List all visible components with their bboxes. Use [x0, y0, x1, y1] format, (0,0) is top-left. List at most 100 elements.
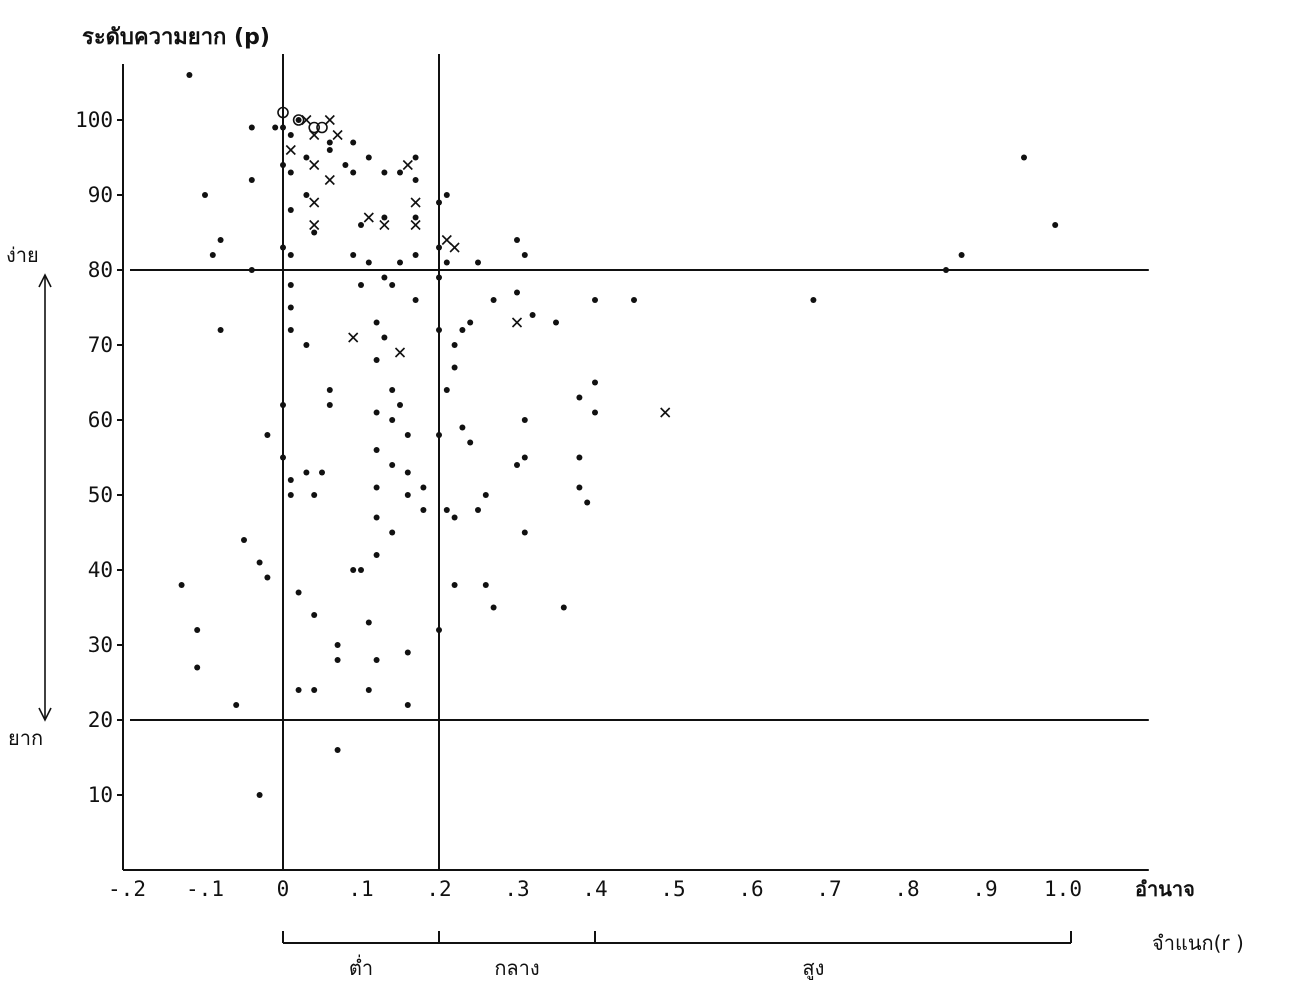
cross-stroke — [309, 219, 320, 231]
dot-point — [451, 514, 458, 521]
dot-point — [436, 274, 442, 281]
dot-point — [311, 492, 318, 498]
dot-point — [529, 312, 536, 318]
dot-point — [436, 244, 442, 251]
cross-point — [332, 129, 343, 141]
dot-point — [326, 387, 333, 393]
dot-point — [256, 792, 263, 798]
dot-point — [389, 462, 396, 468]
x-tick-label: -.1 — [186, 877, 224, 901]
dot-point — [404, 649, 411, 656]
dot-point — [287, 252, 294, 258]
dot-point — [443, 259, 450, 266]
x-tick-label: .2 — [426, 877, 451, 901]
dot-point — [186, 72, 193, 78]
dot-point — [1021, 154, 1027, 161]
dot-point — [553, 319, 559, 326]
chart-axes — [122, 64, 1149, 871]
dot-point — [373, 657, 380, 663]
group-label: ต่ำ — [349, 954, 373, 980]
cross-point — [309, 197, 320, 208]
dot-point — [436, 327, 442, 333]
dot-point — [287, 207, 294, 213]
dot-point — [467, 439, 474, 446]
x-tick-label: .8 — [894, 877, 919, 901]
dot-point — [373, 552, 380, 558]
dot-point — [202, 192, 208, 198]
dot-point — [287, 169, 294, 176]
group-label: สูง — [802, 956, 824, 981]
cross-stroke — [379, 219, 390, 231]
x-tick-label: 0 — [277, 877, 290, 901]
dot-point — [295, 117, 302, 123]
cross-point — [324, 174, 335, 186]
dot-point — [521, 417, 528, 423]
dot-point — [576, 454, 583, 461]
dot-point — [404, 432, 411, 438]
dot-point — [373, 319, 380, 326]
cross-point — [441, 234, 452, 246]
cross-stroke — [309, 159, 320, 171]
cross-point — [394, 347, 406, 358]
dot-point — [248, 267, 255, 273]
dot-point — [482, 582, 489, 588]
y-tick-label: 60 — [88, 408, 113, 432]
dot-point — [412, 214, 419, 221]
x-tick-label: .3 — [504, 877, 529, 901]
dot-point — [241, 537, 247, 543]
cross-stroke — [449, 242, 460, 253]
dot-point — [443, 507, 450, 513]
dot-point — [381, 274, 388, 281]
dot-point — [194, 627, 201, 633]
dot-point — [514, 237, 520, 243]
dot-point — [311, 229, 318, 236]
y-tick-label: 30 — [88, 633, 113, 657]
dot-point — [365, 687, 372, 693]
dot-point — [389, 282, 396, 288]
dot-point — [420, 507, 427, 513]
dot-point — [381, 214, 388, 221]
dot-point — [373, 514, 380, 521]
dot-point — [373, 357, 380, 363]
dot-point — [514, 462, 520, 468]
cross-point — [348, 332, 359, 343]
dot-point — [397, 259, 403, 266]
dot-point — [459, 327, 466, 333]
dot-point — [264, 574, 271, 581]
dot-point — [958, 252, 965, 258]
x-tick-label: .9 — [972, 877, 997, 901]
reference-lines — [130, 54, 1149, 870]
x-tick-label: .7 — [816, 877, 841, 901]
dot-point — [334, 747, 341, 753]
dot-point — [256, 559, 263, 566]
dot-point — [521, 529, 528, 536]
dot-point — [443, 192, 450, 198]
dot-point — [264, 432, 271, 438]
dot-point — [592, 409, 598, 416]
dot-point — [436, 432, 442, 438]
cross-stroke — [660, 407, 671, 418]
y-tick-label: 10 — [88, 783, 113, 807]
dot-point — [358, 567, 364, 573]
x-tick-label: .4 — [582, 877, 607, 901]
dot-point — [451, 342, 458, 348]
dot-point — [350, 169, 357, 176]
dot-point — [350, 252, 357, 258]
cross-stroke — [363, 212, 374, 223]
dot-point — [272, 124, 279, 131]
dot-point — [287, 304, 294, 311]
y-tick-label: 20 — [88, 708, 113, 732]
dot-point — [373, 409, 380, 416]
dot-point — [358, 282, 364, 288]
dot-point — [412, 252, 419, 258]
y-tick-label: 90 — [88, 183, 113, 207]
cross-point — [379, 219, 390, 231]
dot-point — [436, 627, 442, 633]
dot-point — [436, 199, 442, 206]
dot-point — [482, 492, 489, 498]
cross-point — [324, 114, 335, 126]
dot-point — [397, 169, 403, 176]
dot-point — [280, 162, 286, 168]
dot-point — [217, 237, 224, 243]
